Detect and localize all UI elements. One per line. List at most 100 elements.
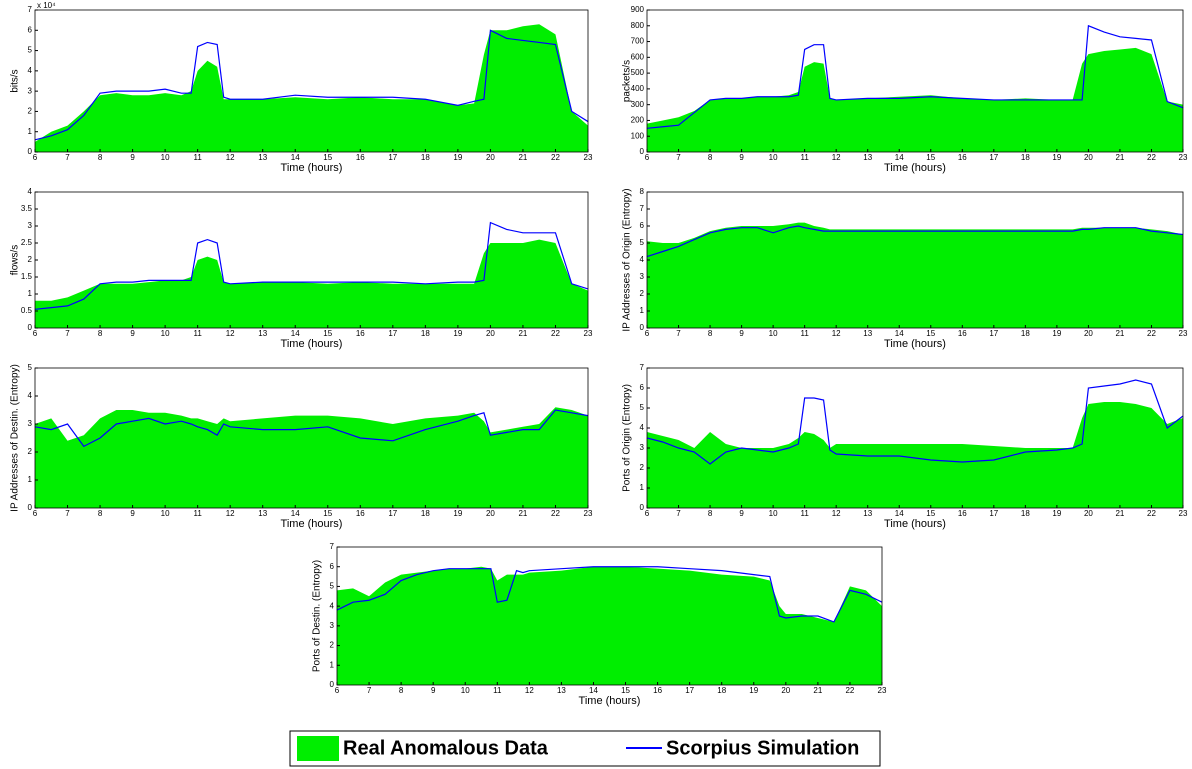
x-axis-label: Time (hours) [281, 338, 343, 350]
y-tick-label: 2 [330, 641, 335, 650]
area [647, 402, 1183, 508]
x-tick-label: 17 [388, 153, 397, 162]
x-tick-label: 19 [1052, 153, 1061, 162]
x-axis-label: Time (hours) [884, 338, 946, 350]
x-tick-label: 9 [130, 509, 135, 518]
x-tick-label: 11 [193, 153, 202, 162]
y-tick-label: 4 [640, 423, 645, 432]
x-tick-label: 13 [258, 509, 267, 518]
y-tick-label: 2 [28, 255, 33, 264]
y-tick-label: 700 [631, 37, 645, 46]
x-tick-label: 16 [356, 153, 365, 162]
x-tick-label: 9 [739, 153, 744, 162]
x-tick-label: 23 [878, 686, 887, 695]
y-tick-label: 2 [640, 463, 645, 472]
x-tick-label: 13 [258, 153, 267, 162]
x-tick-label: 19 [453, 153, 462, 162]
x-tick-label: 8 [399, 686, 404, 695]
line [646, 225, 1184, 258]
legend-swatch [297, 736, 339, 761]
x-axis-label: Time (hours) [884, 518, 946, 530]
x-tick-label: 21 [1115, 509, 1124, 518]
y-tick-label: 1 [28, 475, 33, 484]
x-tick-label: 13 [863, 153, 872, 162]
y-tick-label: 0 [640, 503, 645, 512]
x-tick-label: 6 [645, 153, 650, 162]
x-tick-label: 14 [895, 329, 904, 338]
y-axis-label: Ports of Destin. (Entropy) [312, 560, 323, 672]
x-tick-label: 14 [291, 509, 300, 518]
line [34, 29, 589, 141]
x-tick-label: 13 [557, 686, 566, 695]
x-tick-label: 18 [421, 509, 430, 518]
plot-frame [34, 367, 589, 509]
y-tick-label: 3 [28, 86, 33, 95]
x-tick-label: 16 [958, 329, 967, 338]
line [34, 409, 589, 448]
x-tick-label: 6 [33, 153, 38, 162]
x-tick-label: 21 [1115, 153, 1124, 162]
x-tick-label: 16 [958, 153, 967, 162]
y-tick-label: 6 [640, 221, 645, 230]
x-tick-label: 21 [813, 686, 822, 695]
area [35, 239, 588, 328]
x-tick-label: 10 [769, 153, 778, 162]
y-tick-label: 4 [330, 601, 335, 610]
x-tick-label: 19 [1052, 509, 1061, 518]
y-tick-label: 3 [640, 443, 645, 452]
x-tick-label: 23 [584, 329, 593, 338]
x-tick-label: 10 [769, 329, 778, 338]
y-tick-label: 2.5 [21, 238, 33, 247]
x-tick-label: 20 [1084, 329, 1093, 338]
y-tick-label: 1 [28, 127, 33, 136]
y-axis-label: bits/s [10, 69, 21, 92]
x-tick-label: 7 [65, 329, 70, 338]
x-tick-label: 15 [926, 509, 935, 518]
y-tick-label: 7 [640, 363, 645, 372]
y-tick-label: 4 [28, 66, 33, 75]
x-tick-label: 16 [356, 509, 365, 518]
y-tick-label: 1 [330, 660, 335, 669]
y-tick-label: 5 [640, 238, 645, 247]
x-tick-label: 18 [1021, 509, 1030, 518]
x-tick-label: 9 [130, 329, 135, 338]
plot-frame [646, 367, 1184, 509]
x-tick-label: 22 [551, 329, 560, 338]
x-tick-label: 7 [676, 329, 681, 338]
x-tick-label: 8 [98, 329, 103, 338]
x-tick-label: 21 [518, 329, 527, 338]
y-tick-label: 3 [28, 419, 33, 428]
plot-frame [34, 9, 589, 153]
x-tick-label: 23 [1179, 329, 1188, 338]
legend-label: Real Anomalous Data [343, 737, 549, 759]
x-tick-label: 12 [525, 686, 534, 695]
x-tick-label: 20 [486, 153, 495, 162]
x-tick-label: 16 [356, 329, 365, 338]
y-tick-label: 300 [631, 100, 645, 109]
x-tick-label: 15 [323, 153, 332, 162]
x-tick-label: 7 [676, 153, 681, 162]
y-tick-label: 0.5 [21, 306, 33, 315]
y-tick-label: 0 [28, 323, 33, 332]
x-tick-label: 17 [388, 329, 397, 338]
x-tick-label: 6 [33, 329, 38, 338]
y-tick-label: 6 [330, 562, 335, 571]
x-tick-label: 14 [291, 153, 300, 162]
x-tick-label: 12 [226, 153, 235, 162]
x-tick-label: 12 [832, 153, 841, 162]
x-tick-label: 11 [800, 153, 809, 162]
x-axis-label: Time (hours) [579, 695, 641, 707]
x-tick-label: 21 [518, 153, 527, 162]
plot-frame [646, 9, 1184, 153]
x-tick-label: 23 [584, 509, 593, 518]
x-tick-label: 10 [161, 509, 170, 518]
x-tick-label: 17 [388, 509, 397, 518]
x-tick-label: 12 [226, 329, 235, 338]
x-tick-label: 20 [781, 686, 790, 695]
x-tick-label: 18 [421, 153, 430, 162]
x-tick-label: 13 [863, 509, 872, 518]
y-exponent-label: x 10⁴ [37, 1, 56, 10]
x-tick-label: 18 [1021, 329, 1030, 338]
x-tick-label: 11 [193, 329, 202, 338]
legend-box [289, 730, 881, 767]
